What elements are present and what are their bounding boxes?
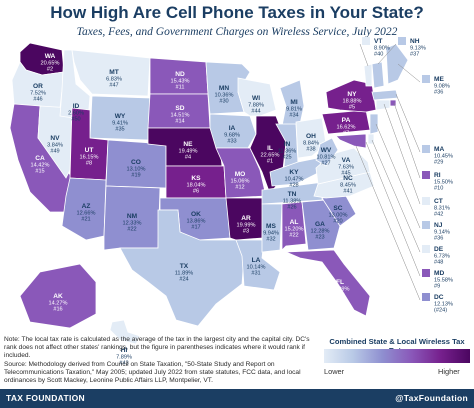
- source-text: Source: Methodology derived from Council…: [4, 361, 301, 384]
- state-nd: [149, 57, 209, 95]
- legend-color-scale: [324, 349, 470, 363]
- legend-high-label: Higher: [438, 367, 460, 376]
- state-hi: [109, 319, 141, 345]
- state-abbr-ri: RI: [434, 172, 441, 179]
- state-abbr-nj: NJ: [434, 222, 443, 229]
- leader-line-ct: [383, 103, 421, 205]
- state-rank-dc: (#24): [434, 308, 447, 314]
- state-co: [105, 139, 167, 189]
- note-text: Note: The local tax rate is calculated a…: [4, 336, 310, 359]
- state-abbr-me: ME: [434, 76, 444, 83]
- state-wy: [89, 95, 151, 141]
- footer-bar: TAX FOUNDATION @TaxFoundation: [0, 389, 474, 408]
- swatch-ma: [422, 145, 430, 153]
- state-rank-vt: #40: [374, 52, 383, 58]
- state-rank-ri: #10: [434, 186, 443, 192]
- legend-low-label: Lower: [324, 367, 345, 376]
- state-wv: [315, 137, 339, 167]
- swatch-ri: [422, 171, 430, 179]
- state-rank-me: #36: [434, 90, 443, 96]
- leader-line-nj: [375, 123, 421, 229]
- state-md: [335, 133, 367, 149]
- state-ma: [371, 89, 399, 101]
- state-nm: [103, 185, 161, 251]
- swatch-nj: [422, 221, 430, 229]
- state-abbr-md: MD: [434, 270, 444, 277]
- state-ct: [375, 99, 391, 111]
- state-ks: [165, 165, 227, 199]
- leader-line-me: [397, 63, 421, 83]
- state-rank-nj: #36: [434, 236, 443, 242]
- state-rank-md: #9: [434, 284, 440, 290]
- state-sd: [147, 93, 211, 129]
- state-rate-ri: 15.50%: [434, 180, 453, 186]
- page-title: How High Are Cell Phone Taxes in Your St…: [50, 3, 424, 22]
- swatch-md: [422, 269, 430, 277]
- state-ny: [325, 79, 377, 113]
- state-rate-md: 15.58%: [434, 278, 453, 284]
- state-abbr-de: DE: [434, 246, 444, 253]
- leader-line-ma: [395, 93, 421, 153]
- leader-line-vt: [359, 43, 369, 67]
- state-wi: [237, 77, 277, 117]
- state-ak: [19, 263, 97, 329]
- state-pa: [321, 109, 371, 135]
- state-rate-me: 9.08%: [434, 84, 450, 90]
- state-al: [281, 201, 307, 251]
- page-subtitle: Taxes, Fees, and Government Charges on W…: [76, 26, 398, 38]
- state-rate-ma: 10.45%: [434, 154, 453, 160]
- leader-line-md: [365, 141, 421, 277]
- state-fl: [285, 249, 371, 317]
- state-rate-nh: 9.13%: [410, 46, 426, 52]
- state-nh: [371, 61, 385, 89]
- state-mi: [279, 79, 305, 127]
- state-me: [385, 43, 409, 85]
- state-rate-ct: 8.31%: [434, 206, 450, 212]
- state-rate-nj: 9.14%: [434, 230, 450, 236]
- state-abbr-vt: VT: [374, 38, 382, 45]
- notes-block: Note: The local tax rate is calculated a…: [4, 336, 314, 386]
- state-rank-nh: #37: [410, 52, 419, 58]
- state-rank-de: #48: [434, 260, 443, 266]
- state-rank-ma: #29: [434, 160, 443, 166]
- swatch-me: [422, 75, 430, 83]
- state-ri: [389, 99, 397, 107]
- footer-brand: TAX FOUNDATION: [6, 393, 85, 403]
- state-abbr-ma: MA: [434, 146, 444, 153]
- state-tx: [119, 209, 245, 327]
- leader-line-de: [371, 139, 421, 253]
- state-ga: [301, 199, 341, 251]
- leader-line-dc: [355, 145, 421, 301]
- state-mt: [71, 49, 151, 97]
- leader-line-ri: [393, 102, 421, 179]
- swatch-ct: [422, 197, 430, 205]
- state-rate-dc: 12.13%: [434, 302, 453, 308]
- leader-line-nh: [377, 43, 397, 65]
- swatch-nh: [398, 37, 406, 45]
- state-vt: [363, 63, 373, 87]
- swatch-vt: [362, 37, 370, 45]
- state-ms: [261, 203, 283, 253]
- state-ar: [225, 197, 265, 241]
- state-rate-de: 6.73%: [434, 254, 450, 260]
- state-nj: [369, 113, 379, 135]
- state-rank-fl: #13: [335, 293, 344, 299]
- swatch-dc: [422, 293, 430, 301]
- swatch-de: [422, 245, 430, 253]
- state-abbr-dc: DC: [434, 294, 444, 301]
- state-ia: [209, 113, 257, 149]
- state-abbr-nh: NH: [410, 38, 420, 45]
- state-rank-ct: #42: [434, 212, 443, 218]
- state-abbr-ct: CT: [434, 198, 443, 205]
- state-az: [61, 177, 107, 241]
- footer-handle[interactable]: @TaxFoundation: [395, 393, 468, 403]
